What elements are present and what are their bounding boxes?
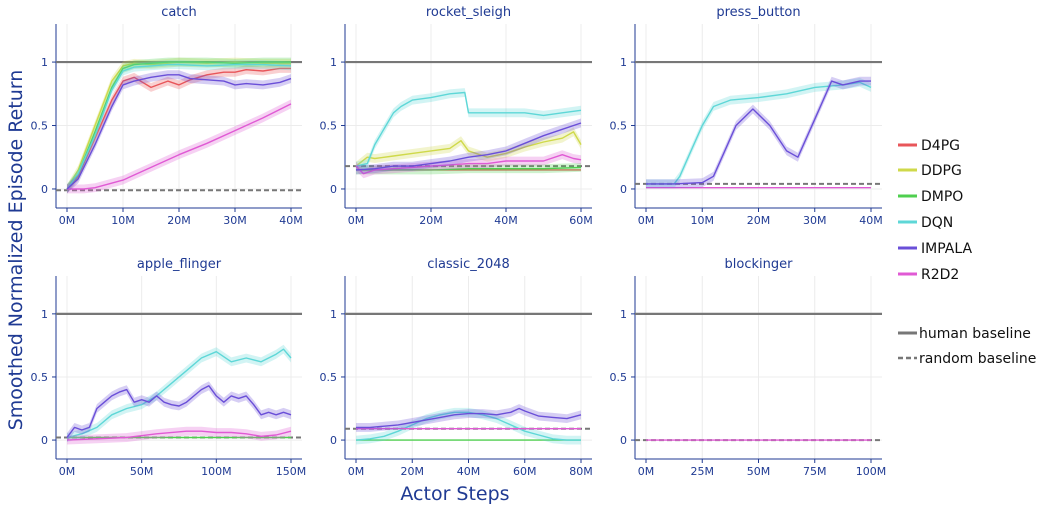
x-tick-label: 25M <box>691 465 715 478</box>
panel-title: press_button <box>716 5 800 20</box>
x-tick-label: 20M <box>167 214 191 227</box>
x-tick-label: 60M <box>569 214 593 227</box>
panel-rocket-sleigh: 0M 20M 40M 60M 0 0.5 1 rocket_sleigh <box>320 5 593 227</box>
legend-item-random-baseline: random baseline <box>898 351 1036 367</box>
x-tick-label: 20M <box>419 214 443 227</box>
x-tick-label: 40M <box>279 214 303 227</box>
y-tick-label: 0 <box>620 183 627 196</box>
panel-catch: 0M 10M 20M 30M 40M 0 0.5 1 catch <box>31 5 303 227</box>
x-tick-label: 0M <box>348 465 365 478</box>
y-axis-label: Smoothed Normalized Episode Return <box>5 70 27 431</box>
panel-title: blockinger <box>725 257 794 272</box>
y-tick-label: 0 <box>620 434 627 447</box>
legend-item-d4pg: D4PG <box>898 138 960 154</box>
y-tick-label: 0.5 <box>320 371 338 384</box>
legend-item-dmpo: DMPO <box>898 189 963 205</box>
legend-item-impala: IMPALA <box>898 241 972 257</box>
x-tick-label: 20M <box>747 214 771 227</box>
legend-label-r2d2: R2D2 <box>921 267 959 283</box>
x-tick-label: 20M <box>401 465 425 478</box>
x-tick-label: 0M <box>638 465 655 478</box>
legend-label-dmpo: DMPO <box>921 189 963 205</box>
legend-label-d4pg: D4PG <box>921 138 960 154</box>
series-dqn-band <box>67 345 291 442</box>
x-tick-label: 0M <box>348 214 365 227</box>
y-tick-label: 0.5 <box>31 120 49 133</box>
y-tick-label: 0 <box>330 434 337 447</box>
y-tick-label: 0 <box>41 183 48 196</box>
panel-classic-2048: 0M 20M 40M 60M 80M 0 0.5 1 classic_2048 <box>320 257 593 478</box>
panel-blockinger: 0M 25M 50M 75M 100M 0 0.5 1 blockinger <box>610 257 887 478</box>
x-tick-label: 75M <box>803 465 827 478</box>
legend-label-human-baseline: human baseline <box>919 326 1031 342</box>
legend-item-human-baseline: human baseline <box>898 326 1031 342</box>
x-tick-label: 150M <box>276 465 307 478</box>
panel-apple-flinger: 0M 50M 100M 150M 0 0.5 1 apple_flinger <box>31 257 307 478</box>
x-tick-label: 40M <box>494 214 518 227</box>
y-tick-label: 0 <box>41 434 48 447</box>
x-tick-label: 0M <box>59 214 76 227</box>
legend-item-r2d2: R2D2 <box>898 267 959 283</box>
y-tick-label: 0.5 <box>31 371 49 384</box>
x-tick-label: 100M <box>201 465 232 478</box>
y-tick-label: 0.5 <box>610 120 628 133</box>
x-tick-label: 80M <box>569 465 593 478</box>
legend-item-dqn: DQN <box>898 215 953 231</box>
x-tick-label: 0M <box>59 465 76 478</box>
x-tick-label: 50M <box>747 465 771 478</box>
legend-label-impala: IMPALA <box>921 241 972 257</box>
x-tick-label: 100M <box>856 465 887 478</box>
x-tick-label: 50M <box>130 465 154 478</box>
x-axis-label: Actor Steps <box>400 483 509 505</box>
x-tick-label: 40M <box>859 214 883 227</box>
panel-title: classic_2048 <box>427 257 510 272</box>
y-tick-label: 0.5 <box>320 120 338 133</box>
y-tick-label: 0 <box>330 183 337 196</box>
y-tick-label: 1 <box>330 308 337 321</box>
panel-press-button: 0M 10M 20M 30M 40M 0 0.5 1 press_button <box>610 5 883 227</box>
legend: D4PG DDPG DMPO DQN IMPALA R2D2 human bas… <box>898 138 1036 367</box>
x-tick-label: 30M <box>223 214 247 227</box>
y-tick-label: 1 <box>620 308 627 321</box>
legend-label-random-baseline: random baseline <box>919 351 1036 367</box>
x-tick-label: 30M <box>803 214 827 227</box>
x-tick-label: 10M <box>691 214 715 227</box>
x-tick-label: 0M <box>638 214 655 227</box>
x-tick-label: 10M <box>111 214 135 227</box>
legend-label-dqn: DQN <box>921 215 953 231</box>
y-tick-label: 1 <box>620 56 627 69</box>
legend-item-ddpg: DDPG <box>898 163 962 179</box>
x-tick-label: 40M <box>457 465 481 478</box>
y-tick-label: 1 <box>41 56 48 69</box>
y-tick-label: 1 <box>330 56 337 69</box>
y-tick-label: 1 <box>41 308 48 321</box>
panel-title: catch <box>161 5 197 20</box>
panel-title: apple_flinger <box>137 257 222 272</box>
y-tick-label: 0.5 <box>610 371 628 384</box>
panel-title: rocket_sleigh <box>426 5 511 20</box>
legend-label-ddpg: DDPG <box>921 163 962 179</box>
x-tick-label: 60M <box>513 465 537 478</box>
